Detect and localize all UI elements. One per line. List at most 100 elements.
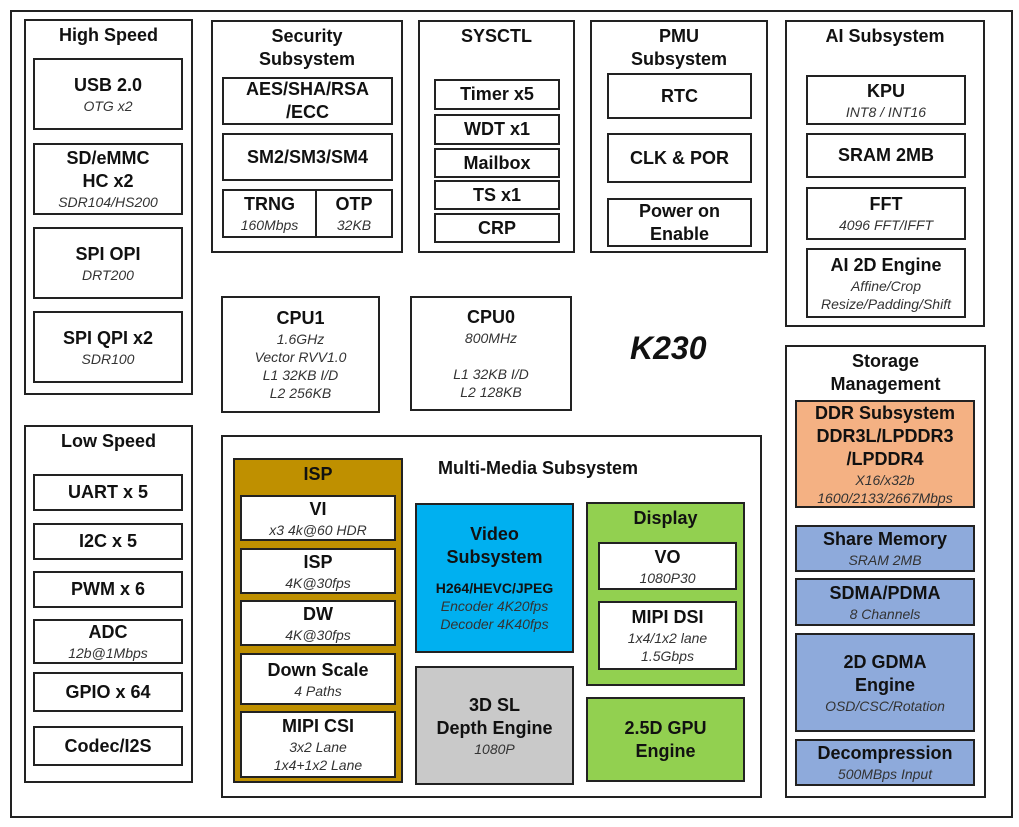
decomp-block: Decompression 500MBps Input bbox=[795, 739, 975, 786]
dw-block: DW 4K@30fps bbox=[240, 600, 396, 646]
block-title: ADC bbox=[88, 622, 128, 642]
block-title: PMU bbox=[659, 26, 699, 46]
block-detail: 1600/2133/2667Mbps bbox=[817, 489, 953, 506]
sm-block: SM2/SM3/SM4 bbox=[222, 133, 393, 181]
block-title: AES/SHA/RSA bbox=[245, 79, 370, 99]
block-title: Subsystem bbox=[630, 49, 728, 69]
uart-block: UART x 5 bbox=[33, 474, 183, 511]
gdma-block: 2D GDMA Engine OSD/CSC/Rotation bbox=[795, 633, 975, 732]
fft-block: FFT 4096 FFT/IFFT bbox=[806, 187, 966, 240]
block-detail: SRAM 2MB bbox=[848, 552, 922, 568]
block-title: KPU bbox=[866, 80, 905, 101]
block-detail: 1.5Gbps bbox=[641, 648, 694, 664]
gpio-block: GPIO x 64 bbox=[33, 672, 183, 712]
sram-block: SRAM 2MB bbox=[806, 133, 966, 178]
video-block: Video Subsystem H264/HEVC/JPEG Encoder 4K20… bbox=[415, 503, 574, 653]
k230-block-diagram bbox=[10, 10, 1013, 818]
mipi-csi-block: MIPI CSI 3x2 Lane 1x4+1x2 Lane bbox=[240, 711, 396, 778]
block-detail: INT8 / INT16 bbox=[845, 103, 927, 120]
downscale-block: Down Scale 4 Paths bbox=[240, 653, 396, 705]
block-title: WDT x1 bbox=[463, 119, 530, 139]
sdma-block: SDMA/PDMA 8 Channels bbox=[795, 578, 975, 626]
block-detail: x3 4k@60 HDR bbox=[269, 521, 367, 538]
block-title: DDR3L/LPDDR3 bbox=[816, 425, 954, 446]
block-detail: 4K@30fps bbox=[285, 574, 351, 591]
spi-qpi-block: SPI QPI x2 SDR100 bbox=[33, 311, 183, 383]
block-detail: 160Mbps bbox=[240, 217, 299, 233]
depth-block: 3D SL Depth Engine 1080P bbox=[415, 666, 574, 785]
block-detail: 1080P30 bbox=[639, 569, 696, 586]
block-title: Management bbox=[830, 374, 941, 394]
block-detail: Encoder 4K20fps bbox=[440, 598, 549, 614]
block-title: Down Scale bbox=[267, 659, 369, 680]
crp-block: CRP bbox=[434, 213, 560, 243]
block-title: Engine bbox=[635, 740, 696, 761]
block-detail: 4 Paths bbox=[294, 682, 342, 699]
codec-block: Codec/I2S bbox=[33, 726, 183, 766]
block-title: SRAM 2MB bbox=[837, 145, 934, 165]
rtc-block: RTC bbox=[607, 73, 752, 119]
block-title: MIPI CSI bbox=[281, 716, 354, 736]
block-title: DDR Subsystem bbox=[814, 402, 956, 423]
block-detail: Vector RVV1.0 bbox=[254, 349, 347, 365]
block-title: Security bbox=[271, 26, 343, 46]
aes-block: AES/SHA/RSA/ECC bbox=[222, 77, 393, 125]
block-title: Display bbox=[633, 508, 698, 528]
block-detail: 12b@1Mbps bbox=[68, 645, 148, 661]
block-title: CRP bbox=[477, 217, 516, 238]
block-detail: 1x4+1x2 Lane bbox=[273, 757, 363, 773]
block-detail: L2 128KB bbox=[460, 384, 522, 400]
sdemmc-block: SD/eMMC HC x2 SDR104/HS200 bbox=[33, 143, 183, 215]
block-title: Video bbox=[470, 524, 519, 544]
block-title: Mailbox bbox=[463, 152, 531, 173]
block-title: MIPI DSI bbox=[631, 607, 704, 627]
block-title: Decompression bbox=[817, 743, 953, 763]
gpu-block: 2.5D GPU Engine bbox=[586, 697, 745, 782]
block-title: DW bbox=[303, 603, 333, 624]
block-detail: OSD/CSC/Rotation bbox=[825, 697, 945, 714]
block-title: VI bbox=[309, 498, 327, 519]
block-title: TRNG bbox=[244, 194, 295, 214]
block-detail: Resize/Padding/Shift bbox=[821, 295, 951, 312]
block-title: SD/eMMC bbox=[66, 148, 150, 168]
block-detail: 800MHz bbox=[464, 330, 518, 346]
block-detail: Decoder 4K40fps bbox=[440, 616, 549, 632]
otp-block: OTP 32KB bbox=[315, 189, 393, 238]
mailbox-block: Mailbox bbox=[434, 148, 560, 178]
clk-block: CLK & POR bbox=[607, 133, 752, 183]
block-detail: H264/HEVC/JPEG bbox=[435, 580, 554, 596]
block-title: RTC bbox=[661, 85, 698, 106]
block-detail: SDR100 bbox=[81, 350, 135, 367]
block-detail: SDR104/HS200 bbox=[58, 194, 158, 210]
usb-block: USB 2.0 OTG x2 bbox=[33, 58, 183, 130]
block-title: SPI OPI bbox=[75, 243, 141, 264]
block-title: CPU0 bbox=[466, 307, 515, 327]
i2c-block: I2C x 5 bbox=[33, 523, 183, 560]
block-title: ISP bbox=[303, 551, 333, 572]
block-detail: DRT200 bbox=[82, 266, 134, 283]
cpu0-block: CPU0 800MHz L1 32KB I/D L2 128KB bbox=[410, 296, 572, 411]
block-title: VO bbox=[654, 546, 681, 567]
block-title: Codec/I2S bbox=[64, 735, 152, 756]
isp-block: ISP 4K@30fps bbox=[240, 548, 396, 594]
block-title: SYSCTL bbox=[460, 26, 532, 46]
block-title: ISP bbox=[303, 464, 333, 484]
power-block: Power on Enable bbox=[607, 198, 752, 247]
block-title: UART x 5 bbox=[67, 482, 148, 502]
block-detail: 1080P bbox=[474, 740, 515, 757]
block-detail: 1x4/1x2 lane bbox=[627, 630, 708, 646]
multimedia-title: Multi-Media Subsystem bbox=[438, 458, 639, 478]
share-block: Share Memory SRAM 2MB bbox=[795, 525, 975, 572]
pwm-block: PWM x 6 bbox=[33, 571, 183, 608]
ts-block: TS x1 bbox=[434, 180, 560, 210]
vo-block: VO 1080P30 bbox=[598, 542, 737, 590]
block-title: /ECC bbox=[285, 102, 329, 122]
block-title: SM2/SM3/SM4 bbox=[246, 146, 369, 167]
kpu-block: KPU INT8 / INT16 bbox=[806, 75, 966, 125]
block-detail: 4K@30fps bbox=[285, 626, 351, 643]
block-detail: L1 32KB I/D bbox=[262, 367, 339, 383]
cpu1-block: CPU1 1.6GHz Vector RVV1.0 L1 32KB I/D L2 256… bbox=[221, 296, 380, 413]
block-title: SDMA/PDMA bbox=[829, 582, 941, 603]
vi-block: VI x3 4k@60 HDR bbox=[240, 495, 396, 541]
block-title: Power on bbox=[638, 200, 720, 221]
